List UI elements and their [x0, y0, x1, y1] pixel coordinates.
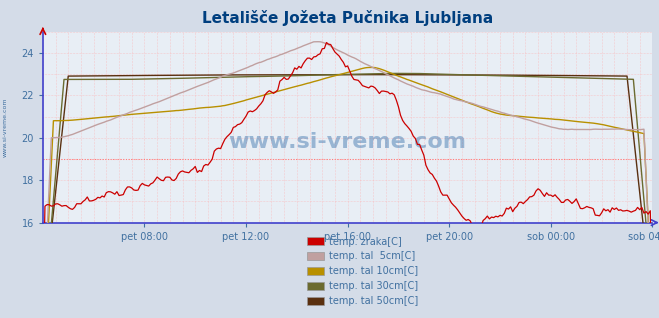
Text: www.si-vreme.com: www.si-vreme.com — [3, 97, 8, 157]
Title: Letališče Jožeta Pučnika Ljubljana: Letališče Jožeta Pučnika Ljubljana — [202, 10, 493, 26]
Text: www.si-vreme.com: www.si-vreme.com — [229, 133, 467, 152]
Legend: temp. zraka[C], temp. tal  5cm[C], temp. tal 10cm[C], temp. tal 30cm[C], temp. t: temp. zraka[C], temp. tal 5cm[C], temp. … — [302, 233, 422, 310]
